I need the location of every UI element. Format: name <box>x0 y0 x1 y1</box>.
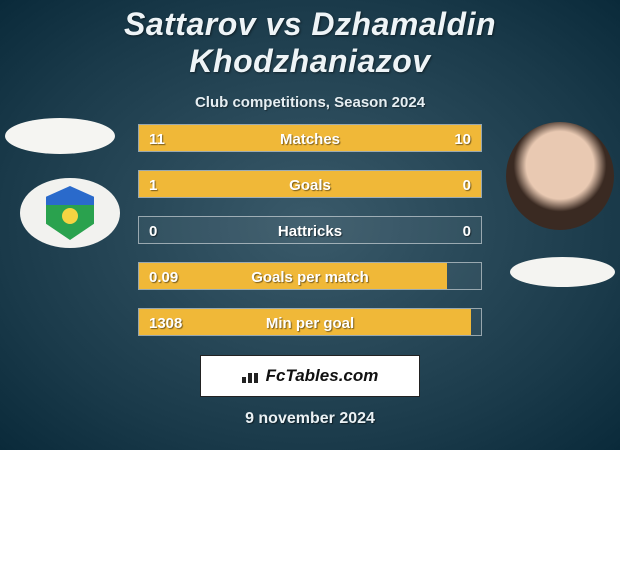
stat-label: Hattricks <box>139 217 481 245</box>
stat-row: 1110Matches <box>138 124 482 152</box>
stat-label: Min per goal <box>139 309 481 337</box>
brand-label: FcTables.com <box>266 366 379 386</box>
stat-label: Goals per match <box>139 263 481 291</box>
bar-chart-icon <box>242 369 260 383</box>
player-right-photo <box>506 122 614 230</box>
brand-box[interactable]: FcTables.com <box>200 355 420 397</box>
stat-bars: 1110Matches 10Goals 00Hattricks 0.09Goals p… <box>138 124 482 354</box>
stat-label: Goals <box>139 171 481 199</box>
stat-label: Matches <box>139 125 481 153</box>
stat-row: 10Goals <box>138 170 482 198</box>
stat-row: 1308Min per goal <box>138 308 482 336</box>
subtitle: Club competitions, Season 2024 <box>0 94 620 111</box>
stat-row: 0.09Goals per match <box>138 262 482 290</box>
player-left-flag <box>5 118 115 154</box>
shield-icon <box>46 186 94 240</box>
comparison-panel: Sattarov vs Dzhamaldin Khodzhaniazov Clu… <box>0 0 620 450</box>
page-title: Sattarov vs Dzhamaldin Khodzhaniazov <box>0 6 620 80</box>
date-label: 9 november 2024 <box>0 410 620 428</box>
player-left-club-badge <box>20 178 120 248</box>
player-right-flag <box>510 257 615 287</box>
stat-row: 00Hattricks <box>138 216 482 244</box>
